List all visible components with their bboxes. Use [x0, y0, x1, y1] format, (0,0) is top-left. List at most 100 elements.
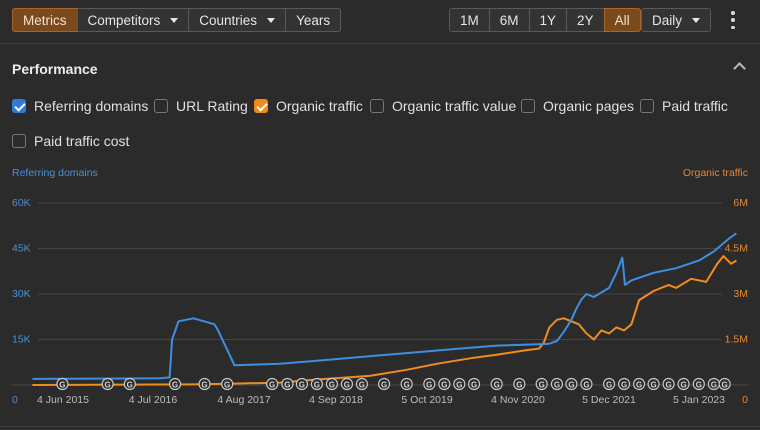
- google-update-icon: G: [580, 377, 593, 391]
- right-axis-tick-label: 4.5M: [725, 243, 748, 255]
- range-2y-button[interactable]: 2Y: [566, 8, 605, 32]
- years-button[interactable]: Years: [285, 8, 342, 32]
- x-axis-tick-label: 5 Dec 2021: [582, 394, 636, 406]
- google-update-icon: G: [662, 377, 675, 391]
- google-update-icon: G: [692, 377, 705, 391]
- marker-label: G: [224, 381, 230, 390]
- marker-circle: [310, 377, 324, 391]
- marker-label: G: [426, 381, 432, 390]
- marker-circle: [718, 377, 731, 391]
- marker-label: G: [539, 381, 545, 390]
- view-button-group: Metrics Competitors Countries Years: [12, 8, 342, 32]
- left-axis-tick-label: 45K: [12, 243, 31, 255]
- kebab-menu-icon[interactable]: [728, 11, 738, 29]
- google-update-icon: G: [677, 377, 690, 391]
- checkbox-icon[interactable]: [12, 134, 26, 148]
- referring-domains-line: [32, 232, 737, 380]
- metrics-button[interactable]: Metrics: [12, 8, 78, 32]
- marker-circle: [453, 377, 466, 391]
- panel-divider: [0, 426, 760, 427]
- range-1y-button[interactable]: 1Y: [528, 8, 568, 32]
- metric-organic-traffic[interactable]: Organic traffic: [254, 97, 363, 115]
- marker-label: G: [494, 381, 500, 390]
- metric-paid-traffic-cost[interactable]: Paid traffic cost: [12, 132, 129, 150]
- metric-paid-traffic[interactable]: Paid traffic: [640, 97, 728, 115]
- google-update-icon: G: [295, 377, 309, 391]
- range-6m-button[interactable]: 6M: [488, 8, 530, 32]
- x-axis-tick-label: 4 Jul 2016: [129, 394, 178, 406]
- google-update-icon: G: [101, 377, 114, 391]
- marker-label: G: [381, 381, 387, 390]
- checkbox-icon[interactable]: [640, 99, 654, 113]
- marker-label: G: [606, 381, 612, 390]
- marker-label: G: [711, 381, 717, 390]
- checkbox-icon[interactable]: [521, 99, 535, 113]
- marker-circle: [662, 377, 675, 391]
- marker-label: G: [696, 381, 702, 390]
- metric-organic-pages[interactable]: Organic pages: [521, 97, 634, 115]
- metric-referring-domains[interactable]: Referring domains: [12, 97, 148, 115]
- google-update-icon: G: [400, 377, 413, 391]
- marker-label: G: [59, 381, 65, 390]
- marker-circle: [295, 377, 309, 391]
- range-2y-label: 2Y: [577, 12, 594, 28]
- marker-label: G: [636, 381, 642, 390]
- years-button-label: Years: [296, 12, 331, 28]
- marker-circle: [580, 377, 593, 391]
- marker-circle: [56, 377, 69, 391]
- left-axis-tick-label: 0: [12, 394, 18, 406]
- google-update-icon: G: [565, 377, 578, 391]
- marker-label: G: [665, 381, 671, 390]
- google-update-icon: G: [490, 377, 503, 391]
- metric-label: Paid traffic cost: [34, 133, 130, 149]
- marker-circle: [490, 377, 503, 391]
- metric-organic-traffic-value[interactable]: Organic traffic value: [370, 97, 516, 115]
- google-update-icon: G: [281, 377, 294, 391]
- granularity-dropdown[interactable]: Daily: [641, 8, 712, 32]
- granularity-label: Daily: [652, 12, 683, 28]
- marker-circle: [101, 377, 114, 391]
- range-1m-button[interactable]: 1M: [449, 8, 490, 32]
- left-axis-tick-label: 30K: [12, 288, 31, 300]
- x-axis-tick-label: 5 Oct 2019: [401, 394, 453, 406]
- metric-label: Referring domains: [34, 98, 149, 114]
- checkbox-icon[interactable]: [370, 99, 384, 113]
- marker-circle: [325, 377, 339, 391]
- google-update-icon: G: [707, 377, 720, 391]
- google-update-icon: G: [266, 377, 279, 391]
- marker-label: G: [554, 381, 560, 390]
- marker-circle: [535, 377, 548, 391]
- google-update-icon: G: [467, 377, 481, 391]
- google-update-icon: G: [56, 377, 69, 391]
- marker-circle: [198, 377, 211, 391]
- google-update-icon: G: [632, 377, 646, 391]
- left-axis-title: Referring domains: [12, 167, 98, 179]
- checkbox-checked-icon[interactable]: [254, 99, 268, 113]
- marker-circle: [467, 377, 481, 391]
- marker-circle: [513, 377, 526, 391]
- google-update-icon: G: [535, 377, 548, 391]
- range-1y-label: 1Y: [539, 12, 557, 28]
- checkbox-icon[interactable]: [154, 99, 168, 113]
- google-update-icon: G: [453, 377, 466, 391]
- right-axis-tick-label: 3M: [733, 288, 748, 300]
- right-axis-tick-label: 0: [742, 394, 748, 406]
- caret-down-icon: [692, 17, 701, 23]
- marker-circle: [423, 377, 436, 391]
- marker-label: G: [583, 381, 589, 390]
- checkbox-checked-icon[interactable]: [12, 99, 26, 113]
- google-update-icon: G: [423, 377, 436, 391]
- marker-label: G: [359, 381, 365, 390]
- marker-label: G: [105, 381, 111, 390]
- metric-label: Organic pages: [543, 98, 635, 114]
- competitors-dropdown[interactable]: Competitors: [76, 8, 190, 32]
- marker-circle: [340, 377, 354, 391]
- countries-dropdown[interactable]: Countries: [188, 8, 287, 32]
- marker-label: G: [456, 381, 462, 390]
- google-update-icon: G: [325, 377, 339, 391]
- range-all-button[interactable]: All: [603, 8, 641, 32]
- marker-label: G: [344, 381, 350, 390]
- metric-url-rating[interactable]: URL Rating: [154, 97, 248, 115]
- marker-label: G: [269, 381, 275, 390]
